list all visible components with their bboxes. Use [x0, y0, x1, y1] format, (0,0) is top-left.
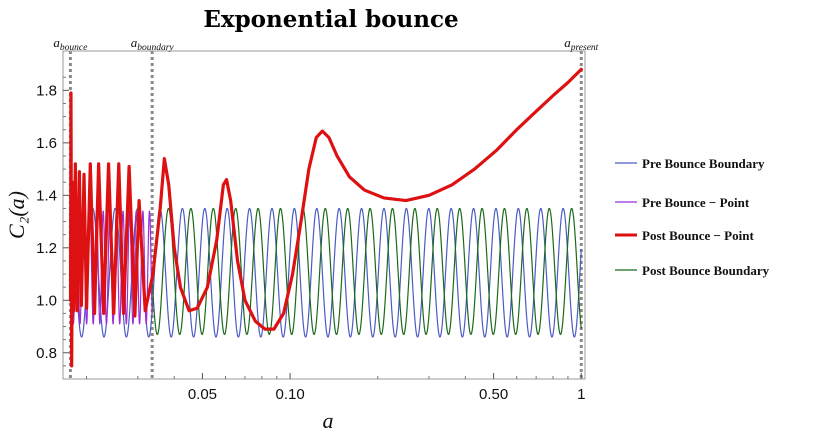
legend-label-0: Pre Bounce Boundary	[642, 156, 765, 171]
y-axis-ticks: 0.8 1.0 1.2 1.4 1.6 1.8	[36, 76, 69, 367]
reference-label-sub: present	[570, 43, 599, 53]
y-axis-label: C₂(a)	[4, 191, 29, 239]
y-tick-label: 1.4	[36, 187, 57, 204]
series-line-3	[151, 207, 582, 335]
reference-label-bounce: abounce	[53, 35, 87, 53]
y-tick-label: 1.8	[36, 82, 57, 99]
legend-label-3: Post Bounce Boundary	[642, 263, 770, 278]
reference-label-sub: bounce	[60, 43, 87, 53]
reference-label-main: a	[564, 35, 571, 50]
x-axis-label: a	[323, 408, 334, 433]
reference-label-main: a	[53, 35, 60, 50]
legend-label-2: Post Bounce − Point	[642, 228, 754, 243]
legend: Pre Bounce Boundary Pre Bounce − Point Pos…	[615, 156, 770, 278]
y-tick-label: 1.0	[36, 292, 57, 309]
reference-label-present: apresent	[564, 35, 598, 53]
x-axis-ticks: 0.05 0.10 0.50 1	[86, 373, 585, 403]
reference-label-sub: boundary	[137, 43, 174, 53]
reference-label-main: a	[131, 35, 138, 50]
x-tick-label: 0.05	[188, 386, 217, 403]
plot-curves	[68, 67, 583, 368]
reference-label-boundary: aboundary	[131, 35, 175, 53]
series-line-2	[68, 67, 583, 368]
plot-frame	[62, 50, 586, 380]
chart-title: Exponential bounce	[203, 6, 458, 33]
y-tick-label: 1.2	[36, 240, 57, 257]
x-tick-label: 1	[577, 386, 585, 403]
y-tick-label: 1.6	[36, 135, 57, 152]
x-tick-label: 0.50	[479, 386, 508, 403]
y-tick-label: 0.8	[36, 345, 57, 362]
legend-label-1: Pre Bounce − Point	[642, 195, 750, 210]
x-tick-label: 0.10	[275, 386, 304, 403]
